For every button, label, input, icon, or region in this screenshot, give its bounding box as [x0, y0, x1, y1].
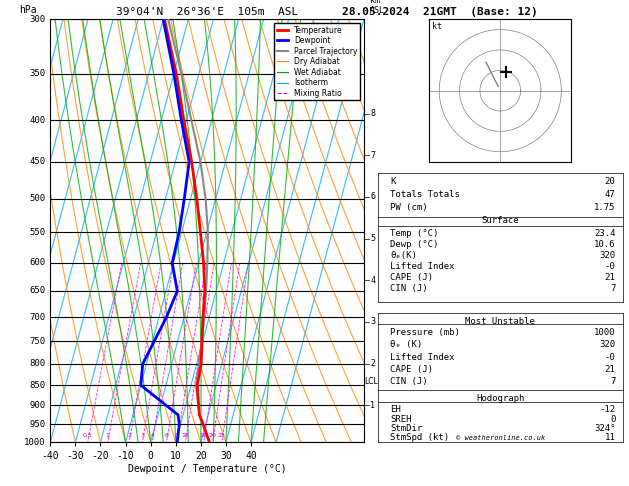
- Text: CIN (J): CIN (J): [390, 378, 428, 386]
- Text: 2: 2: [370, 359, 375, 368]
- Text: CAPE (J): CAPE (J): [390, 273, 433, 282]
- Text: 3: 3: [140, 433, 145, 438]
- Text: Mixing Ratio (g/kg): Mixing Ratio (g/kg): [379, 219, 386, 285]
- Text: CIN (J): CIN (J): [390, 284, 428, 293]
- Text: Temp (°C): Temp (°C): [390, 229, 438, 238]
- Text: 7: 7: [370, 151, 375, 160]
- Text: 1.75: 1.75: [594, 203, 615, 212]
- Text: 6: 6: [165, 433, 169, 438]
- Text: SREH: SREH: [390, 415, 411, 424]
- Text: 1000: 1000: [24, 438, 46, 447]
- Text: 1: 1: [106, 433, 109, 438]
- Text: 10.6: 10.6: [594, 240, 615, 249]
- Text: 550: 550: [30, 228, 46, 237]
- Text: 21: 21: [604, 365, 615, 374]
- Text: 1000: 1000: [594, 328, 615, 337]
- Text: EH: EH: [390, 405, 401, 415]
- Text: 3: 3: [370, 317, 375, 327]
- Text: StmSpd (kt): StmSpd (kt): [390, 434, 449, 442]
- Text: 850: 850: [30, 381, 46, 390]
- Text: 700: 700: [30, 312, 46, 322]
- Text: 20: 20: [209, 433, 216, 438]
- Text: CAPE (J): CAPE (J): [390, 365, 433, 374]
- Text: 25: 25: [218, 433, 226, 438]
- Text: StmDir: StmDir: [390, 424, 422, 433]
- Text: © weatheronline.co.uk: © weatheronline.co.uk: [455, 435, 545, 441]
- Text: 600: 600: [30, 259, 46, 267]
- Text: 400: 400: [30, 116, 46, 125]
- Text: 324°: 324°: [594, 424, 615, 433]
- Text: 450: 450: [30, 157, 46, 166]
- Text: θₑ(K): θₑ(K): [390, 251, 417, 260]
- Text: K: K: [390, 177, 396, 186]
- Text: Totals Totals: Totals Totals: [390, 190, 460, 199]
- Text: 950: 950: [30, 420, 46, 429]
- Text: Lifted Index: Lifted Index: [390, 352, 455, 362]
- Text: 350: 350: [30, 69, 46, 78]
- Text: 1: 1: [370, 401, 375, 410]
- Text: 0.5: 0.5: [83, 433, 92, 438]
- Text: 4: 4: [370, 276, 375, 285]
- Text: LCL: LCL: [364, 377, 378, 385]
- X-axis label: Dewpoint / Temperature (°C): Dewpoint / Temperature (°C): [128, 464, 286, 474]
- Text: 10: 10: [182, 433, 189, 438]
- Text: 4: 4: [150, 433, 154, 438]
- Text: θₑ (K): θₑ (K): [390, 340, 422, 349]
- Title: 39°04'N  26°36'E  105m  ASL: 39°04'N 26°36'E 105m ASL: [116, 7, 298, 17]
- Text: 7: 7: [610, 284, 615, 293]
- Text: 750: 750: [30, 337, 46, 346]
- Text: Hodograph: Hodograph: [476, 394, 525, 403]
- Text: 500: 500: [30, 194, 46, 203]
- Text: Dewp (°C): Dewp (°C): [390, 240, 438, 249]
- Text: 11: 11: [604, 434, 615, 442]
- Text: 47: 47: [604, 190, 615, 199]
- Text: 28.05.2024  21GMT  (Base: 12): 28.05.2024 21GMT (Base: 12): [342, 7, 538, 17]
- Legend: Temperature, Dewpoint, Parcel Trajectory, Dry Adiabat, Wet Adiabat, Isotherm, Mi: Temperature, Dewpoint, Parcel Trajectory…: [274, 23, 360, 100]
- Text: 650: 650: [30, 286, 46, 295]
- Text: hPa: hPa: [19, 5, 36, 15]
- Text: 8: 8: [370, 109, 375, 118]
- Text: 0: 0: [610, 415, 615, 424]
- Text: 20: 20: [604, 177, 615, 186]
- Text: 320: 320: [599, 251, 615, 260]
- Text: 7: 7: [610, 378, 615, 386]
- Text: PW (cm): PW (cm): [390, 203, 428, 212]
- Text: -12: -12: [599, 405, 615, 415]
- Text: Most Unstable: Most Unstable: [465, 317, 535, 326]
- Text: 6: 6: [370, 192, 375, 201]
- Text: 300: 300: [30, 15, 46, 24]
- Text: Pressure (mb): Pressure (mb): [390, 328, 460, 337]
- Text: 8: 8: [175, 433, 179, 438]
- Text: 23.4: 23.4: [594, 229, 615, 238]
- Text: 2: 2: [127, 433, 131, 438]
- Text: 21: 21: [604, 273, 615, 282]
- Text: 800: 800: [30, 359, 46, 368]
- Text: Lifted Index: Lifted Index: [390, 262, 455, 271]
- Text: 16: 16: [200, 433, 208, 438]
- Text: Surface: Surface: [481, 216, 519, 225]
- Text: 900: 900: [30, 401, 46, 410]
- Text: kt: kt: [432, 22, 442, 31]
- Text: -0: -0: [604, 352, 615, 362]
- Text: -0: -0: [604, 262, 615, 271]
- Text: 5: 5: [370, 234, 375, 243]
- Text: km
ASL: km ASL: [370, 0, 385, 15]
- Text: 320: 320: [599, 340, 615, 349]
